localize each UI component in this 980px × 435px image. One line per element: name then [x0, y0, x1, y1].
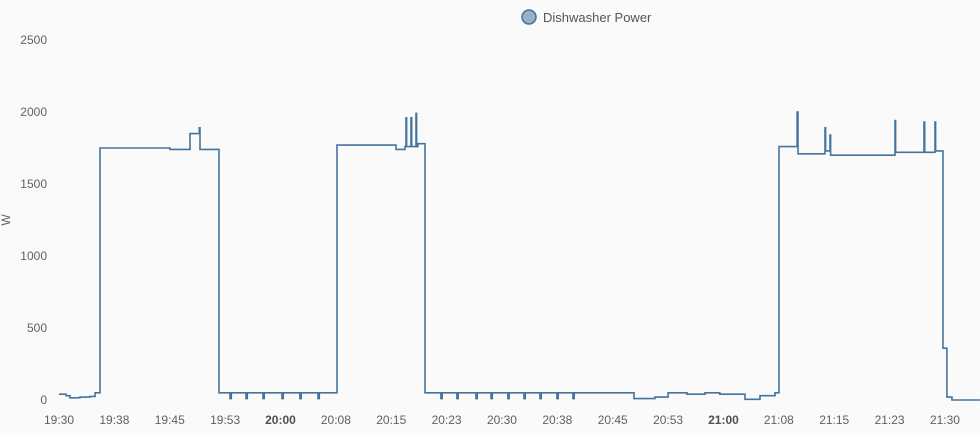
y-tick-label: 0	[40, 393, 47, 407]
y-tick-label: 1500	[20, 177, 47, 191]
y-tick-label: 2000	[20, 105, 47, 119]
legend-marker-icon	[521, 9, 537, 25]
x-tick-label: 21:08	[764, 413, 794, 427]
series-line-dishwasher-power	[59, 111, 980, 401]
legend-label: Dishwasher Power	[543, 10, 652, 25]
x-tick-label: 21:15	[819, 413, 849, 427]
x-tick-label: 19:53	[210, 413, 240, 427]
x-tick-label: 21:23	[875, 413, 905, 427]
x-tick-label: 20:45	[598, 413, 628, 427]
y-tick-label: 500	[27, 321, 47, 335]
legend-item[interactable]: Dishwasher Power	[521, 9, 652, 25]
x-tick-label: 19:30	[44, 413, 74, 427]
y-tick-label: 2500	[20, 33, 47, 47]
y-axis-label: W	[0, 214, 13, 226]
x-tick-label: 20:23	[432, 413, 462, 427]
x-tick-label: 20:08	[321, 413, 351, 427]
x-tick-label: 21:00	[708, 413, 739, 427]
x-tick-label: 19:38	[99, 413, 129, 427]
x-tick-label: 21:30	[930, 413, 960, 427]
x-tick-label: 20:15	[376, 413, 406, 427]
y-axis-ticks: 0 500 1000 1500 2000 2500	[20, 33, 47, 407]
x-tick-label: 20:53	[653, 413, 683, 427]
x-tick-label: 20:30	[487, 413, 517, 427]
x-tick-label: 20:38	[542, 413, 572, 427]
x-tick-label: 20:00	[265, 413, 296, 427]
y-tick-label: 1000	[20, 249, 47, 263]
x-axis-ticks: 19:30 19:38 19:45 19:53 20:00 20:08 20:15 20:23…	[44, 413, 960, 427]
x-tick-label: 19:45	[155, 413, 185, 427]
